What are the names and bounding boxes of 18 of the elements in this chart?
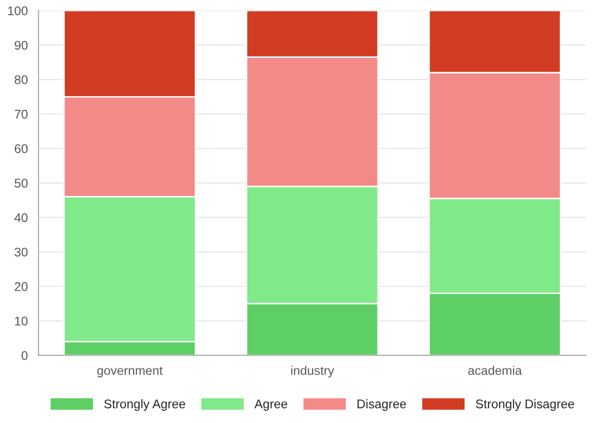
x-tick-label: academia [468,366,522,375]
legend-label: Disagree [358,399,406,411]
y-tick-label: 90 [14,40,28,50]
legend-label: Strongly Disagree [476,399,574,411]
y-tick-label: 40 [14,213,28,222]
y-tick-label: 10 [15,316,28,326]
y-tick-label: 80 [14,75,28,84]
y-tick-label: 50 [14,178,28,188]
y-tick-label: 0 [22,351,28,360]
y-tick-label: 20 [14,282,28,292]
y-tick-label: 60 [14,144,28,154]
y-tick-label: 70 [14,110,28,119]
y-tick-label: 30 [14,248,28,257]
x-tick-label: government [97,366,163,378]
x-tick-label: industry [291,366,334,378]
legend-label: Agree [254,400,288,411]
legend-label: Strongly Agree [104,399,186,411]
y-tick-label: 100 [8,6,28,16]
